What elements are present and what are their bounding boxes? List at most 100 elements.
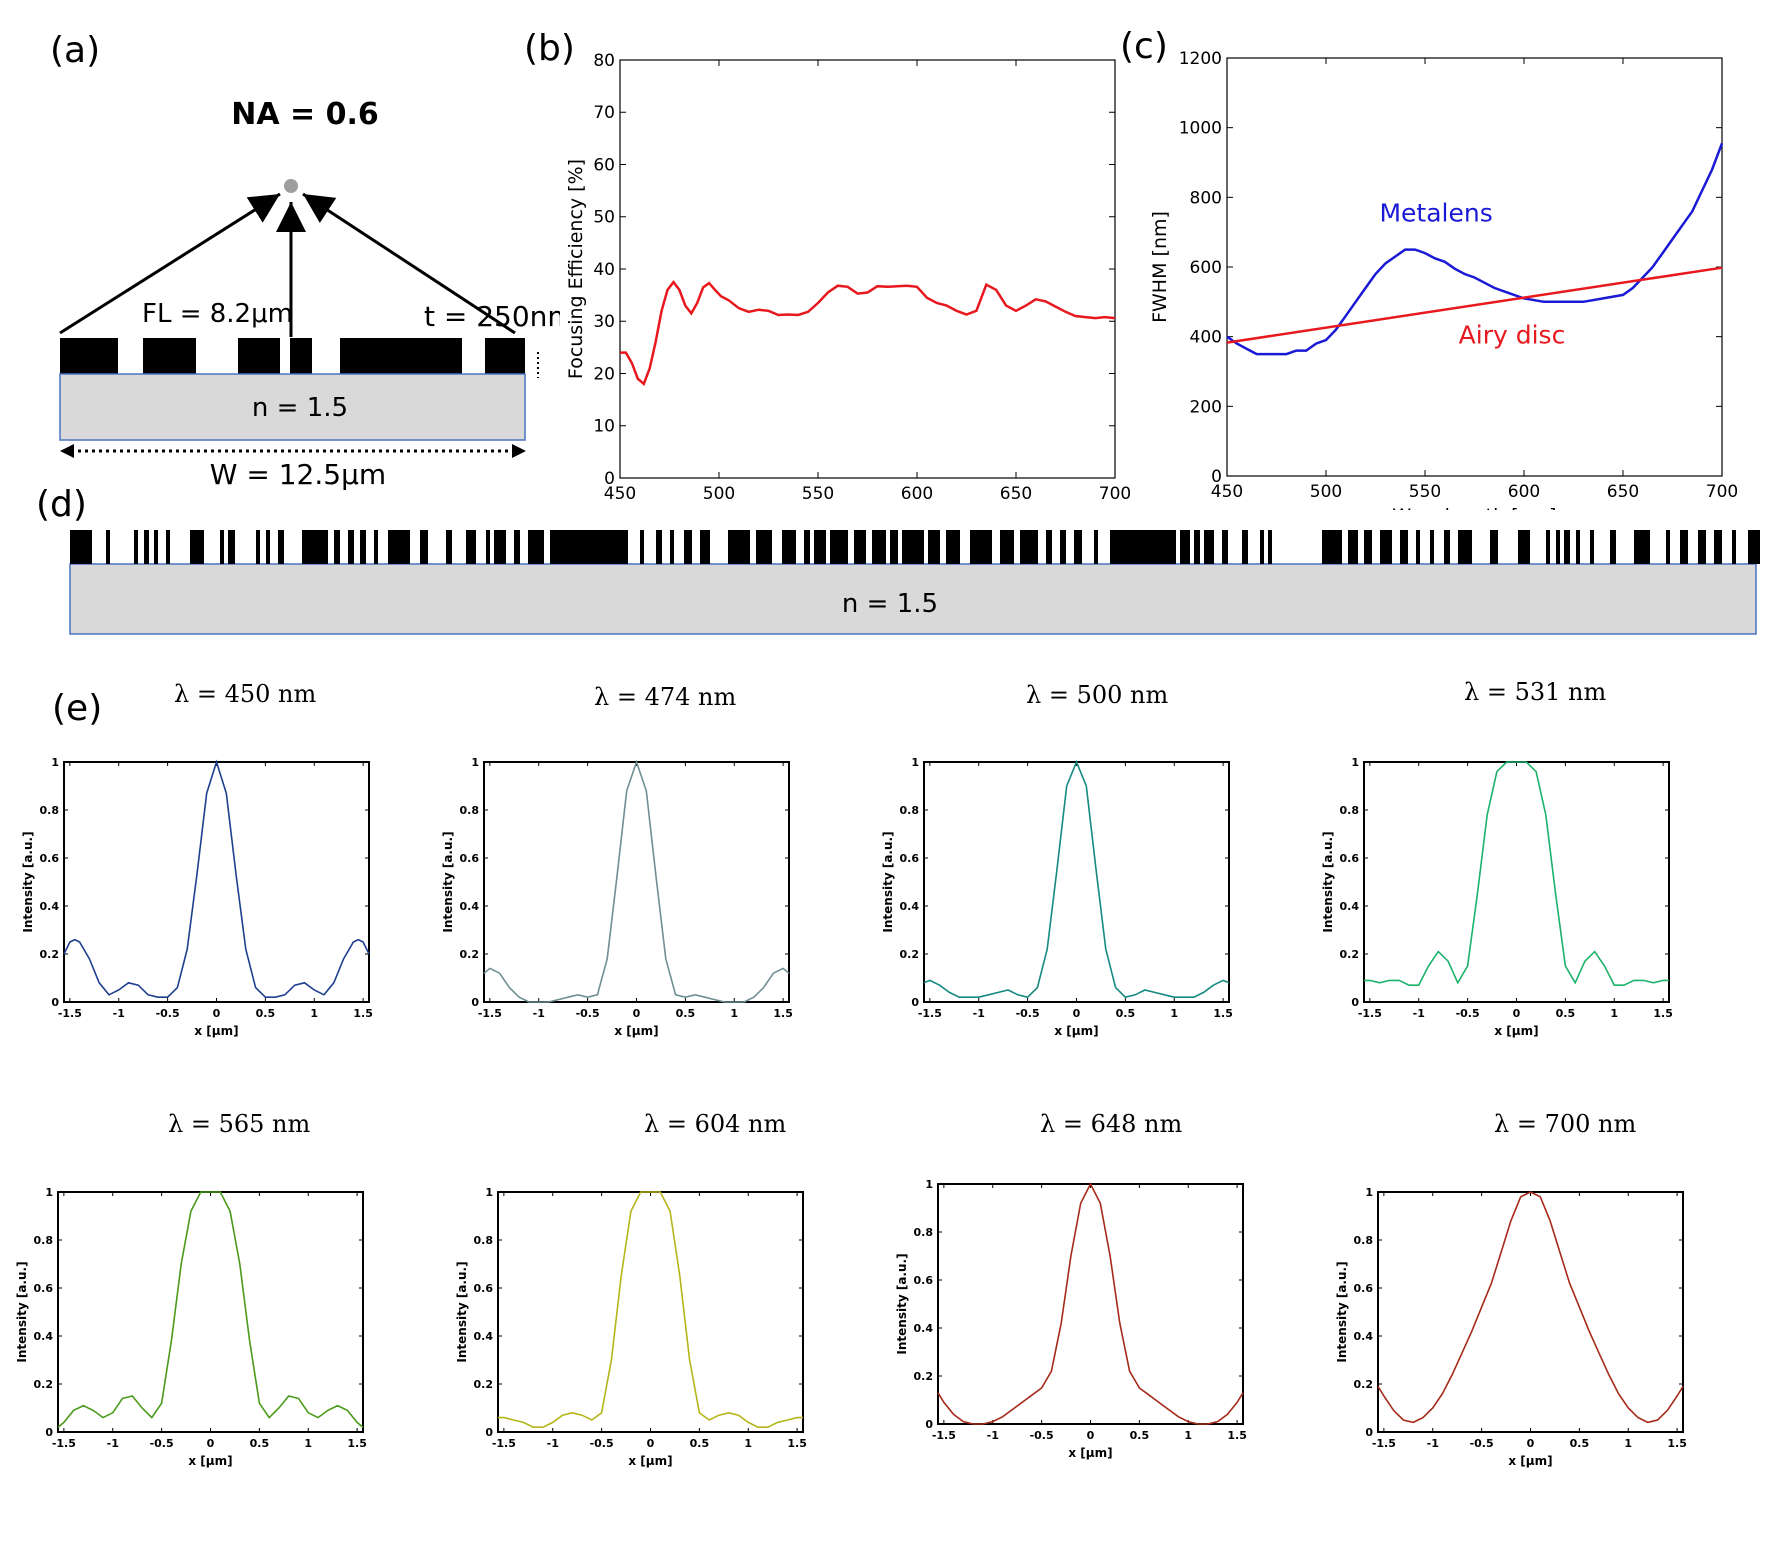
y-tick-label: 0.2 — [1354, 1378, 1374, 1391]
strip-pillar — [728, 530, 750, 564]
x-tick-label: 0.5 — [1130, 1429, 1150, 1442]
x-tick-label: 0 — [1527, 1437, 1535, 1450]
strip-pillar — [144, 530, 149, 564]
x-tick-label: 650 — [1000, 484, 1032, 504]
y-tick-label: 0.8 — [474, 1234, 494, 1247]
y-tick-label: 1 — [925, 1178, 933, 1191]
y-tick-label: 30 — [593, 312, 615, 332]
strip-pillar — [1732, 530, 1736, 564]
strip-pillar — [374, 530, 378, 564]
strip-pillar — [640, 530, 644, 564]
y-tick-label: 50 — [593, 208, 615, 228]
strip-pillar — [656, 530, 662, 564]
x-axis-label: x [μm] — [194, 1024, 238, 1038]
plot-frame — [619, 59, 1116, 479]
y-tick-label: 0.6 — [914, 1274, 934, 1287]
x-tick-label: 500 — [1310, 482, 1342, 502]
strip-pillar — [1194, 530, 1200, 564]
x-tick-label: 0 — [1087, 1429, 1095, 1442]
metalens-schematic: NA = 0.6 FL = 8.2μm t = 250nm n = 1.5 W … — [59, 97, 560, 491]
x-tick-label: 0.5 — [1556, 1007, 1576, 1020]
x-tick-label: 1 — [310, 1007, 318, 1020]
x-tick-label: -1 — [1413, 1007, 1425, 1020]
x-axis-label: x [μm] — [628, 1454, 672, 1468]
ray-right — [302, 192, 516, 335]
strip-pillar — [782, 530, 796, 564]
y-tick-label: 600 — [1190, 258, 1222, 278]
y-tick-label: 0 — [51, 996, 59, 1009]
strip-pillar — [1444, 530, 1450, 564]
psf-chart-565: -1.5 -1 -0.5 0 0.5 1 1.5 0 0.2 0.4 0.6 0.8 1 x [μm] In… — [15, 1186, 367, 1468]
strip-pillar — [1380, 530, 1392, 564]
y-tick-label: 0.6 — [40, 852, 60, 865]
strip-index-label: n = 1.5 — [842, 589, 938, 619]
strip-pillar — [1576, 530, 1580, 564]
strip-pillar — [190, 530, 204, 564]
x-tick-label: 650 — [1607, 482, 1639, 502]
strip-pillar — [1000, 530, 1014, 564]
psf-chart-604: -1.5 -1 -0.5 0 0.5 1 1.5 0 0.2 0.4 0.6 0.8 1 x [μm] In… — [455, 1186, 807, 1468]
strip-pillar — [946, 530, 960, 564]
plot-frame — [1377, 1191, 1684, 1433]
y-tick-label: 0 — [911, 996, 919, 1009]
strip-pillar — [550, 530, 628, 564]
strip-pillar — [348, 530, 354, 564]
series-line-700-nm — [1377, 1191, 1684, 1424]
metalens-annotation: Metalens — [1379, 199, 1492, 228]
width-arrow-left — [60, 444, 74, 458]
strip-pillar — [256, 530, 260, 564]
strip-pillar — [528, 530, 544, 564]
substrate-index-label: n = 1.5 — [252, 393, 348, 423]
x-tick-label: -1.5 — [1372, 1437, 1396, 1450]
y-tick-label: 0.8 — [1354, 1234, 1374, 1247]
focal-length-label: FL = 8.2μm — [142, 299, 293, 329]
x-tick-label: 0.5 — [1116, 1007, 1136, 1020]
y-tick-label: 0.4 — [40, 900, 60, 913]
y-tick-label: 1000 — [1179, 119, 1222, 139]
y-tick-label: 70 — [593, 103, 615, 123]
y-tick-label: 0.2 — [34, 1378, 54, 1391]
y-axis-label: Intensity [a.u.] — [1321, 831, 1335, 932]
x-tick-label: 450 — [1211, 482, 1243, 502]
panel-label-d: (d) — [36, 484, 87, 525]
focal-point — [284, 179, 298, 193]
plot-frame — [63, 761, 370, 1003]
y-tick-label: 0.4 — [460, 900, 480, 913]
strip-pillar — [1268, 530, 1272, 564]
strip-pillar — [166, 530, 170, 564]
y-axis-label: Focusing Efficiency [%] — [565, 159, 587, 379]
y-tick-label: 0.4 — [1340, 900, 1360, 913]
x-tick-label: 1.5 — [1227, 1429, 1247, 1442]
x-tick-label: 700 — [1706, 482, 1738, 502]
series-line-648-nm — [937, 1182, 1244, 1425]
strip-pillar — [1060, 530, 1066, 564]
y-tick-label: 0.8 — [34, 1234, 54, 1247]
plot-frame — [483, 761, 790, 1003]
psf-title-450: λ = 450 nm — [174, 680, 317, 708]
strip-pillar — [266, 530, 270, 564]
y-tick-label: 0.2 — [40, 948, 60, 961]
strip-pillar — [1260, 530, 1264, 564]
strip-pillar — [1110, 530, 1176, 564]
strip-pillar — [1680, 530, 1688, 564]
pillar — [143, 338, 196, 374]
y-axis-label: Intensity [a.u.] — [15, 1261, 29, 1362]
y-tick-label: 0 — [45, 1426, 53, 1439]
y-tick-label: 1 — [1365, 1186, 1373, 1199]
series-line-airy-disc — [1226, 266, 1723, 344]
pillar — [485, 338, 525, 374]
y-tick-label: 20 — [593, 364, 615, 384]
x-tick-label: 1.5 — [1667, 1437, 1687, 1450]
x-tick-label: -1.5 — [918, 1007, 942, 1020]
y-tick-label: 0.4 — [914, 1322, 934, 1335]
y-tick-label: 0.2 — [460, 948, 480, 961]
strip-pillar — [70, 530, 92, 564]
x-tick-label: 1.5 — [347, 1437, 367, 1450]
x-tick-label: 0.5 — [256, 1007, 276, 1020]
psf-title-565: λ = 565 nm — [168, 1110, 311, 1138]
x-tick-label: 1.5 — [1653, 1007, 1673, 1020]
strip-pillar — [1698, 530, 1706, 564]
y-tick-label: 0.8 — [914, 1226, 934, 1239]
strip-pillar — [890, 530, 898, 564]
strip-pillar — [756, 530, 772, 564]
